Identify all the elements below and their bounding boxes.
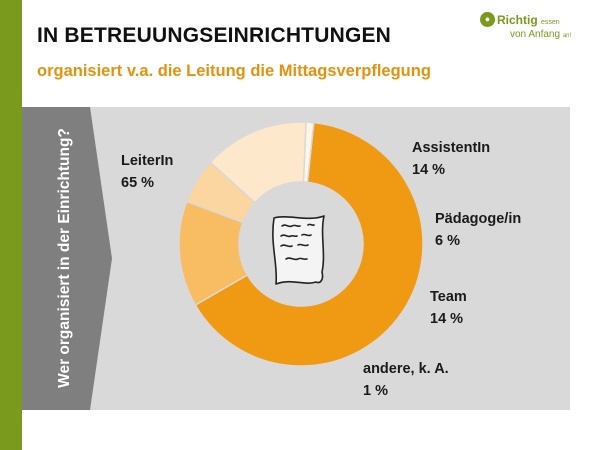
slice-label-value: 14 % [430,311,464,327]
slice-label-name: Pädagoge/in [435,211,522,227]
slice-label-assistentin: AssistentIn 14 % [412,137,490,181]
slice-label-name: Team [430,289,467,305]
menu-paper-icon [272,215,325,285]
page-subtitle: organisiert v.a. die Leitung die Mittags… [37,62,431,80]
question-arrow-shape [22,107,112,410]
slice-label-value: 14 % [412,162,446,178]
logo: ● Richtig essen von Anfang an! [480,10,596,50]
logo-line1: Richtig essen [497,13,560,27]
logo-line1-small: essen [541,19,560,26]
slice-label-leiterin: LeiterIn 65 % [121,150,173,194]
slice-label-value: 65 % [121,175,155,191]
slice-label-paedagoge: Pädagoge/in 6 % [435,208,521,252]
logo-line1-text: Richtig [497,13,538,27]
donut-slices [178,121,424,367]
slice-label-name: andere, k. A. [363,361,449,377]
slice-label-name: LeiterIn [121,153,174,169]
slice-label-value: 1 % [363,383,388,399]
slice-label-name: AssistentIn [412,140,491,156]
logo-line2-text: von Anfang [510,29,561,40]
logo-line2-small: an! [562,33,572,39]
slice-label-value: 6 % [435,233,460,249]
apple-icon: ● [480,12,495,27]
slice-label-andere: andere, k. A. 1 % [363,358,449,402]
page-title: IN BETREUUNGSEINRICHTUNGEN [37,24,392,47]
arrow-polygon [22,107,112,410]
slice-label-team: Team 14 % [430,286,467,330]
logo-line2: von Anfang an! [510,29,571,40]
left-accent-stripe [0,0,22,450]
